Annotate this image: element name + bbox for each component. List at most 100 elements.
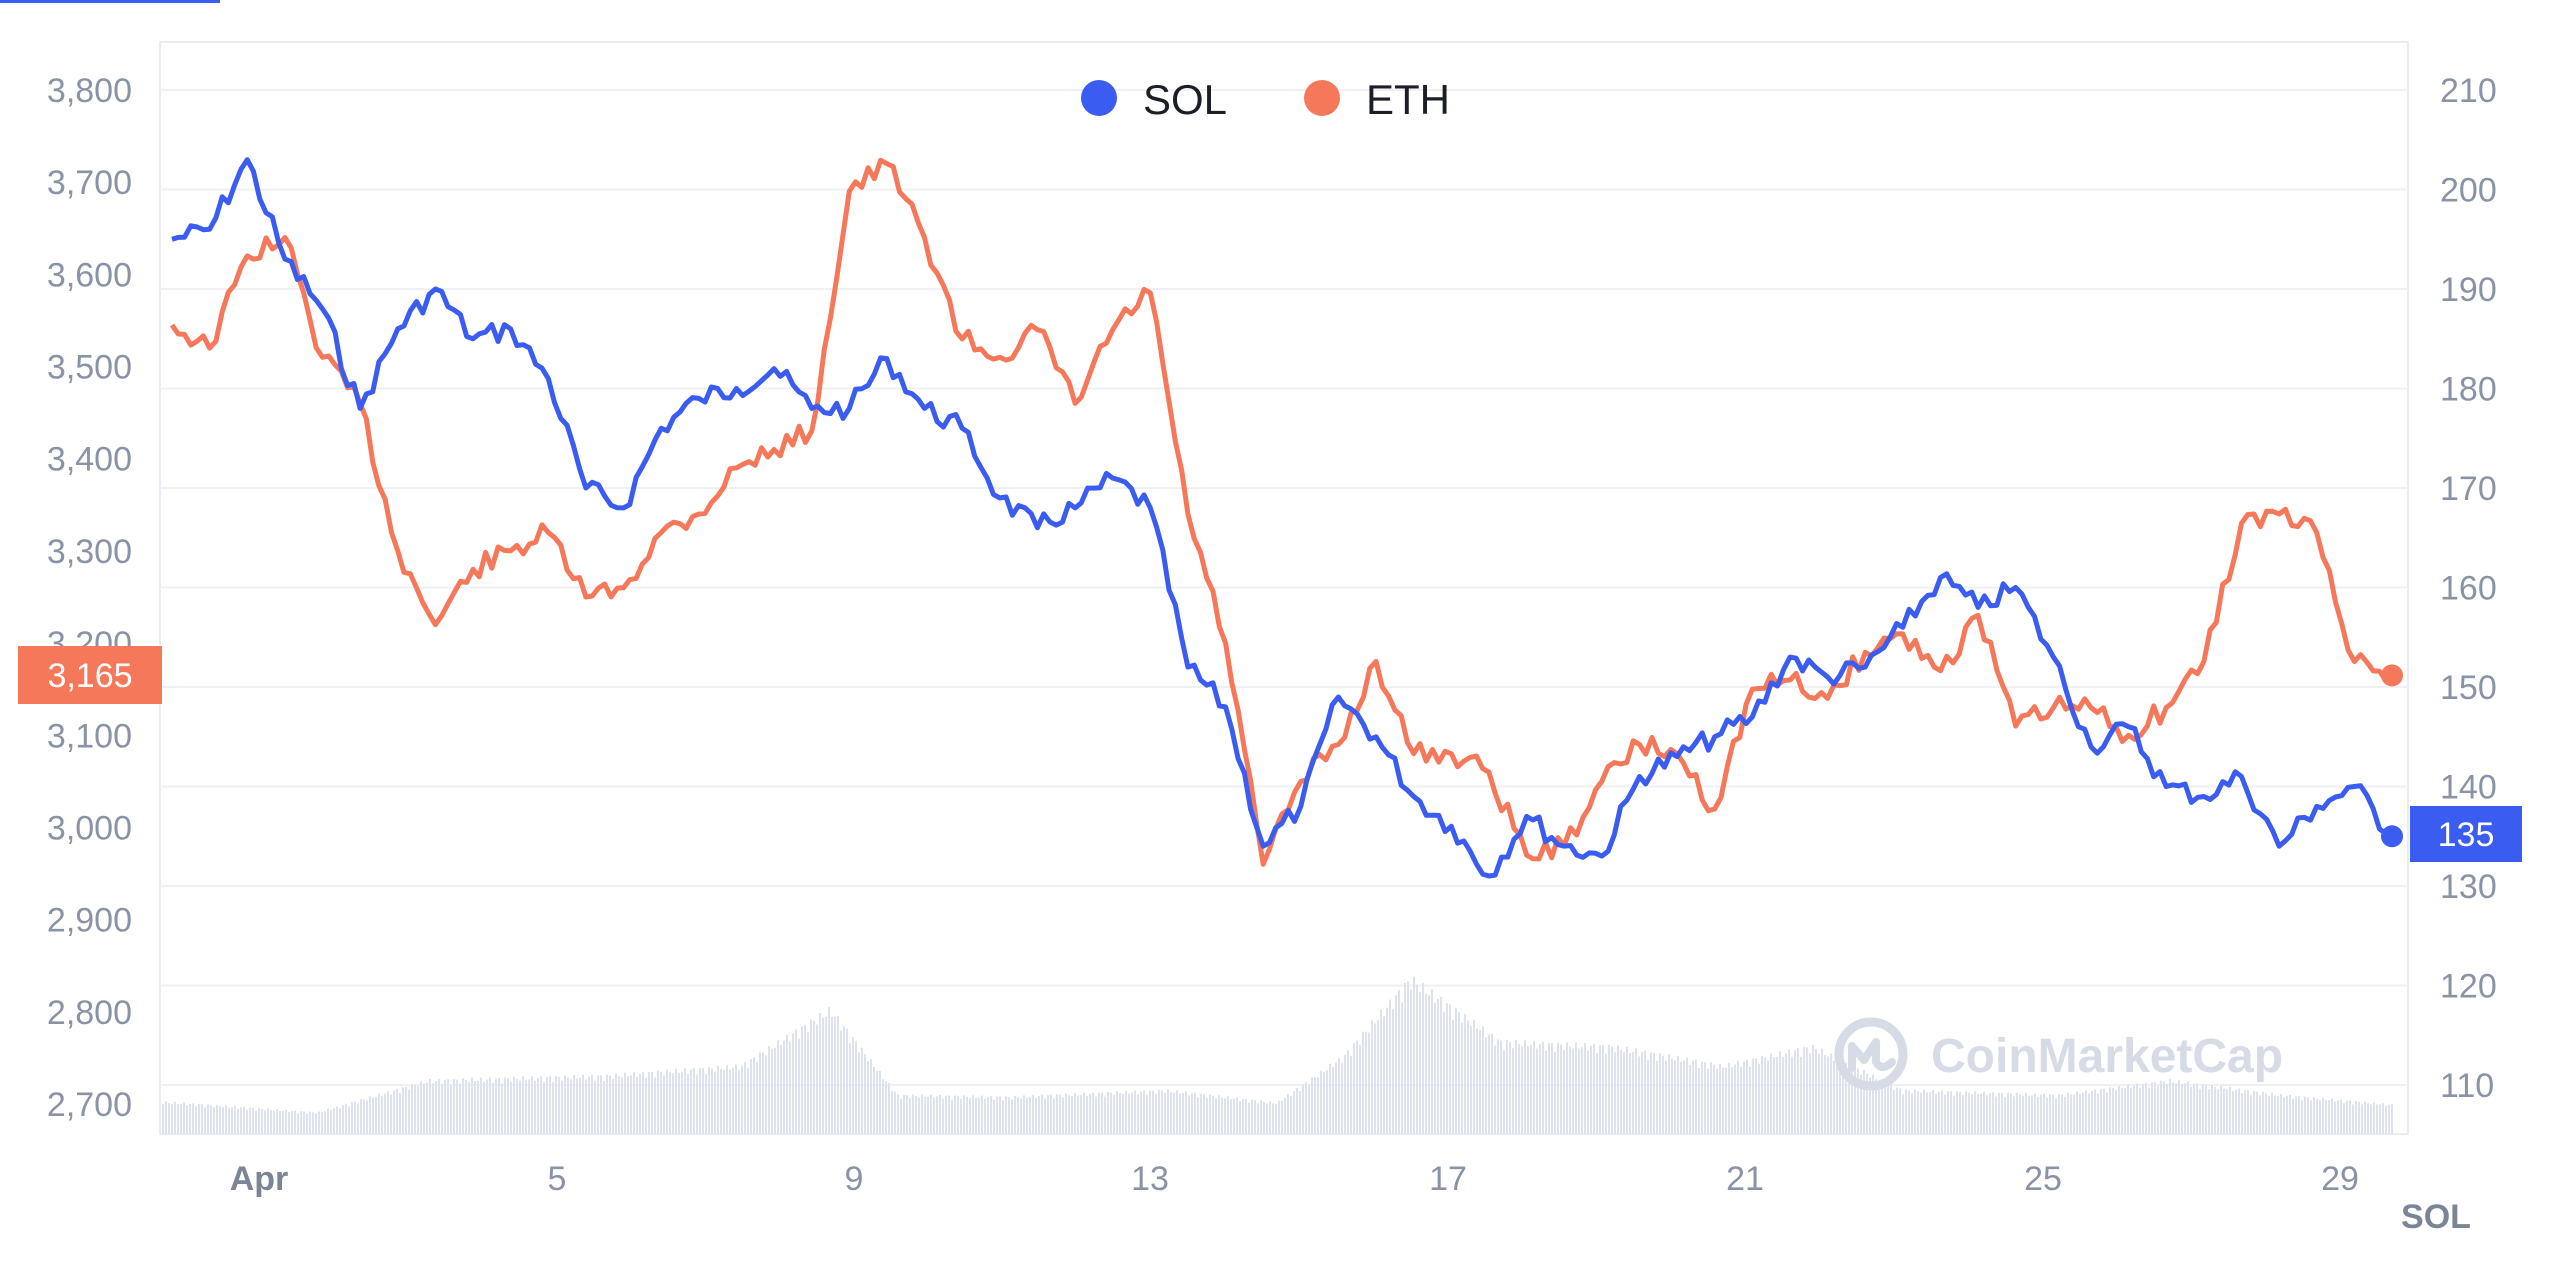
volume-bar — [2370, 1104, 2372, 1134]
volume-bar — [1761, 1055, 1763, 1134]
volume-bar — [1143, 1090, 1145, 1134]
volume-bar — [843, 1026, 845, 1134]
volume-bar — [2163, 1081, 2165, 1134]
volume-bar — [249, 1107, 251, 1134]
volume-bar — [2166, 1083, 2168, 1134]
volume-bar — [396, 1088, 398, 1134]
volume-bar — [906, 1095, 908, 1134]
volume-bar — [1626, 1046, 1628, 1134]
volume-bar — [2106, 1092, 2108, 1134]
volume-bar — [618, 1075, 620, 1134]
volume-bar — [318, 1111, 320, 1134]
volume-bar — [2211, 1084, 2213, 1134]
volume-bar — [2043, 1093, 2045, 1134]
volume-bar — [2151, 1082, 2153, 1134]
watermark-text: CoinMarketCap — [1931, 1030, 2283, 1083]
x-tick-label: 13 — [1131, 1160, 1169, 1198]
volume-bar — [477, 1080, 479, 1134]
volume-bar — [1980, 1093, 1982, 1134]
legend-eth-dot — [1304, 80, 1340, 116]
sol-badge-background — [2410, 806, 2522, 862]
volume-bar — [1272, 1103, 1274, 1134]
volume-bar — [936, 1096, 938, 1134]
volume-bar — [687, 1073, 689, 1134]
volume-bar — [1332, 1067, 1334, 1134]
volume-bar — [2235, 1089, 2237, 1134]
volume-bar — [972, 1095, 974, 1134]
volume-bar — [1464, 1013, 1466, 1134]
volume-bar — [1998, 1092, 2000, 1134]
volume-bar — [1260, 1100, 1262, 1134]
volume-bar — [1836, 1059, 1838, 1134]
volume-bar — [2232, 1090, 2234, 1134]
volume-bar — [1947, 1091, 1949, 1134]
legend-item-eth[interactable]: ETH — [1304, 76, 1450, 123]
volume-bar — [2010, 1093, 2012, 1134]
eth-price-badge: 3,165 — [18, 646, 162, 704]
volume-bar — [663, 1075, 665, 1134]
volume-bar — [2301, 1100, 2303, 1134]
volume-bar — [1554, 1051, 1556, 1134]
volume-bar — [1431, 989, 1433, 1134]
volume-bar — [1017, 1097, 1019, 1134]
volume-bar — [1566, 1042, 1568, 1134]
volume-bar — [402, 1087, 404, 1134]
volume-bar — [186, 1105, 188, 1134]
volume-bar — [762, 1052, 764, 1134]
volume-bar — [255, 1110, 257, 1134]
volume-bar — [675, 1068, 677, 1134]
volume-bar — [816, 1024, 818, 1134]
volume-bar — [267, 1108, 269, 1134]
volume-bar — [2040, 1094, 2042, 1134]
volume-bar — [885, 1081, 887, 1134]
volume-bar — [1722, 1067, 1724, 1134]
volume-bar — [1119, 1093, 1121, 1134]
volume-bar — [2310, 1100, 2312, 1134]
volume-bar — [1473, 1019, 1475, 1134]
volume-bar — [534, 1080, 536, 1134]
volume-bar — [1698, 1068, 1700, 1134]
volume-bar — [699, 1068, 701, 1134]
volume-bar — [1314, 1076, 1316, 1134]
volume-bar — [1128, 1093, 1130, 1134]
volume-bar — [465, 1080, 467, 1134]
coinmarketcap-logo-icon — [1834, 1017, 1908, 1091]
volume-bar — [840, 1030, 842, 1134]
volume-bar — [399, 1092, 401, 1134]
volume-bar — [1299, 1091, 1301, 1134]
volume-bar — [1719, 1063, 1721, 1134]
volume-bar — [993, 1099, 995, 1134]
volume-bar — [1857, 1068, 1859, 1134]
volume-bar — [504, 1077, 506, 1134]
volume-bar — [831, 1016, 833, 1134]
volume-bar — [1137, 1094, 1139, 1134]
volume-bar — [468, 1082, 470, 1134]
volume-bar — [1122, 1093, 1124, 1134]
volume-bar — [708, 1066, 710, 1134]
volume-bar — [1149, 1090, 1151, 1134]
volume-bar — [525, 1079, 527, 1134]
volume-bar — [363, 1099, 365, 1134]
volume-bar — [954, 1095, 956, 1134]
volume-bar — [567, 1077, 569, 1134]
volume-bar — [1371, 1020, 1373, 1134]
volume-bar — [2346, 1100, 2348, 1134]
volume-bar — [1110, 1092, 1112, 1134]
volume-bar — [1320, 1070, 1322, 1134]
volume-bar — [1407, 981, 1409, 1134]
volume-bar — [669, 1072, 671, 1134]
volume-bar — [681, 1071, 683, 1134]
volume-bar — [336, 1106, 338, 1134]
volume-bar — [2022, 1095, 2024, 1134]
volume-bar — [2283, 1097, 2285, 1134]
volume-bar — [1221, 1097, 1223, 1134]
legend-item-sol[interactable]: SOL — [1081, 76, 1227, 123]
volume-bar — [1845, 1062, 1847, 1134]
volume-bar — [639, 1073, 641, 1134]
volume-bar — [204, 1107, 206, 1134]
volume-bar — [2016, 1092, 2018, 1134]
volume-bar — [1485, 1037, 1487, 1134]
volume-bar — [1287, 1094, 1289, 1134]
volume-bar — [1611, 1046, 1613, 1134]
